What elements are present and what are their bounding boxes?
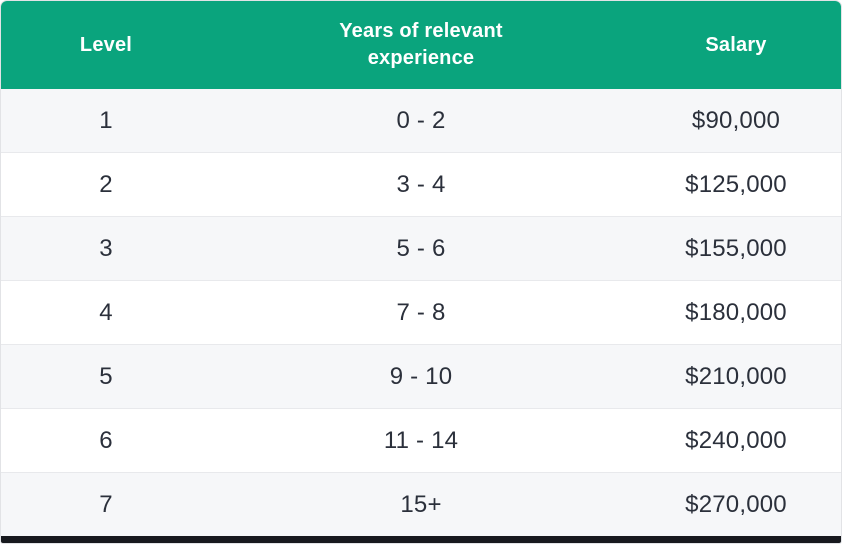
table-row: 3 5 - 6 $155,000 <box>1 216 841 280</box>
table-body: 1 0 - 2 $90,000 2 3 - 4 $125,000 3 5 - 6… <box>1 89 841 536</box>
cell-level: 5 <box>99 362 113 390</box>
header-cell-salary: Salary <box>631 1 841 89</box>
header-experience-label: Years of relevant experience <box>339 20 503 69</box>
cell-experience: 3 - 4 <box>396 170 446 198</box>
header-salary-label: Salary <box>705 33 767 56</box>
cell-experience: 5 - 6 <box>396 234 446 262</box>
cell-salary: $270,000 <box>685 490 787 518</box>
cell-salary: $90,000 <box>691 106 781 134</box>
bottom-edge-bar <box>1 536 841 543</box>
header-cell-experience: Years of relevant experience <box>211 1 631 89</box>
cell-salary: $240,000 <box>685 426 787 454</box>
cell-salary: $125,000 <box>685 170 787 198</box>
cell-experience: 7 - 8 <box>396 298 446 326</box>
table-row: 2 3 - 4 $125,000 <box>1 152 841 216</box>
cell-level: 3 <box>99 234 113 262</box>
table-row: 1 0 - 2 $90,000 <box>1 89 841 152</box>
cell-experience: 0 - 2 <box>396 106 446 134</box>
table-row: 4 7 - 8 $180,000 <box>1 280 841 344</box>
cell-salary: $180,000 <box>685 298 787 326</box>
header-level-label: Level <box>79 33 133 56</box>
cell-experience: 9 - 10 <box>389 362 453 390</box>
cell-level: 1 <box>99 106 113 134</box>
cell-salary: $210,000 <box>685 362 787 390</box>
cell-level: 6 <box>99 426 113 454</box>
table-row: 6 11 - 14 $240,000 <box>1 408 841 472</box>
table-row: 5 9 - 10 $210,000 <box>1 344 841 408</box>
cell-salary: $155,000 <box>685 234 787 262</box>
cell-experience: 15+ <box>400 490 442 518</box>
cell-level: 4 <box>99 298 113 326</box>
cell-level: 7 <box>99 490 113 518</box>
cell-level: 2 <box>99 170 113 198</box>
table-header-row: Level Years of relevant experience Salar… <box>1 1 841 89</box>
table-row: 7 15+ $270,000 <box>1 472 841 536</box>
header-cell-level: Level <box>1 1 211 89</box>
cell-experience: 11 - 14 <box>383 426 459 454</box>
